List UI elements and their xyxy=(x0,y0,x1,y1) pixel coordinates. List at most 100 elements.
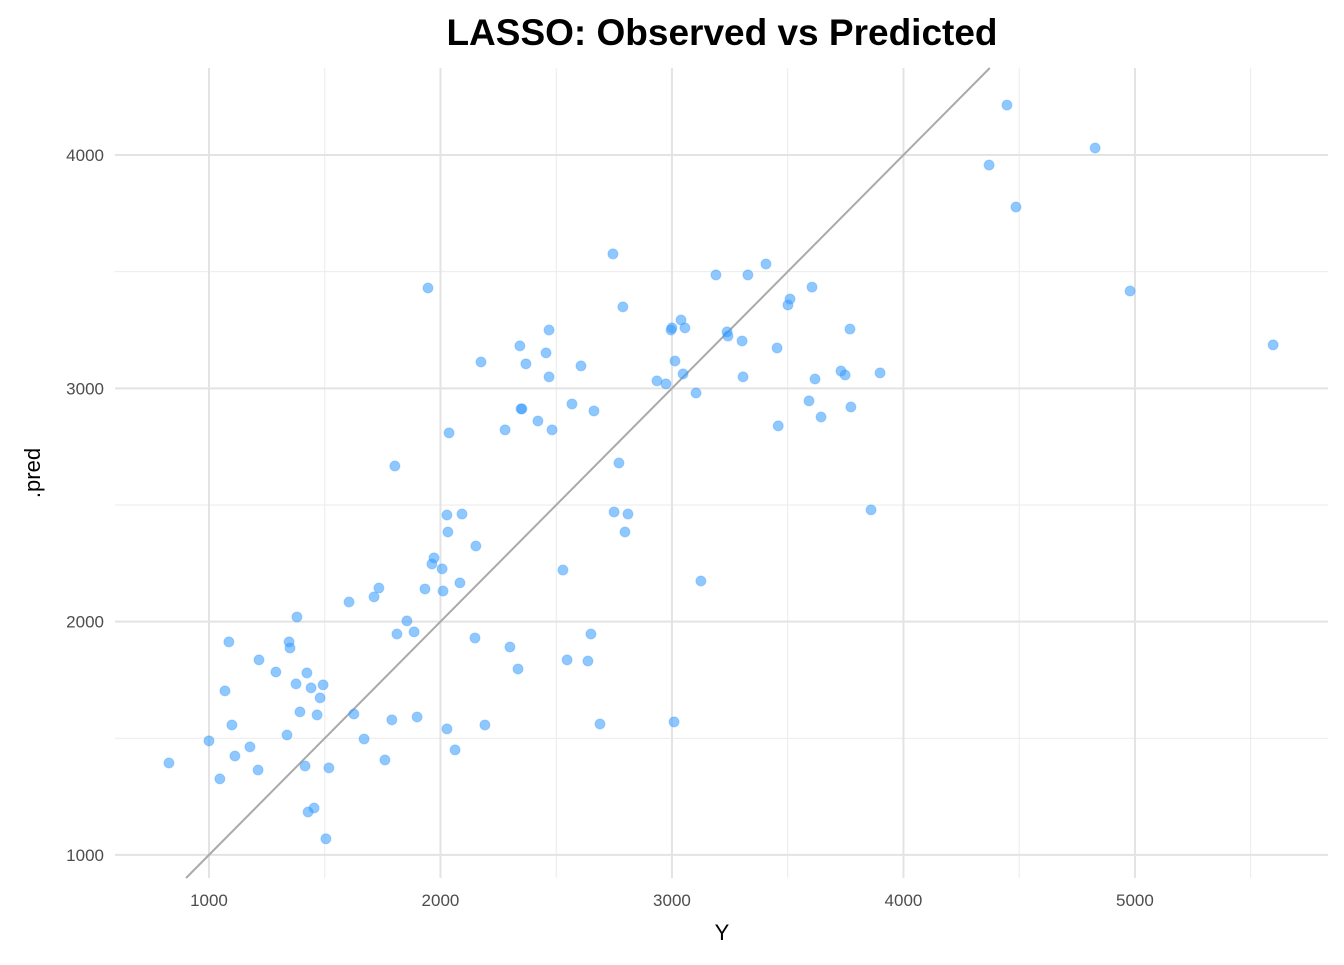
data-point xyxy=(219,685,231,697)
data-point xyxy=(456,508,468,520)
data-point xyxy=(386,714,398,726)
data-point xyxy=(1124,285,1136,297)
data-point xyxy=(311,709,323,721)
x-tick-label: 4000 xyxy=(885,891,923,910)
data-point xyxy=(983,159,995,171)
data-point xyxy=(845,401,857,413)
data-point xyxy=(695,575,707,587)
data-point xyxy=(803,395,815,407)
data-point xyxy=(1267,339,1279,351)
data-point xyxy=(608,506,620,518)
data-point xyxy=(742,269,754,281)
data-point xyxy=(619,526,631,538)
data-point xyxy=(546,424,558,436)
data-point xyxy=(865,504,877,516)
data-point xyxy=(613,457,625,469)
data-point xyxy=(722,330,734,342)
data-point xyxy=(771,342,783,354)
chart-title: LASSO: Observed vs Predicted xyxy=(446,12,997,53)
data-point xyxy=(651,375,663,387)
data-point xyxy=(617,301,629,313)
data-point xyxy=(815,411,827,423)
data-point xyxy=(454,577,466,589)
data-point xyxy=(844,323,856,335)
data-point xyxy=(401,615,413,627)
data-point xyxy=(806,281,818,293)
data-point xyxy=(408,626,420,638)
data-point xyxy=(253,654,265,666)
data-point xyxy=(710,269,722,281)
data-point xyxy=(575,360,587,372)
y-tick-label: 1000 xyxy=(66,846,104,865)
x-tick-label: 5000 xyxy=(1116,891,1154,910)
data-point xyxy=(588,405,600,417)
data-point xyxy=(229,750,241,762)
y-tick-labels: 1000 2000 3000 4000 xyxy=(66,146,104,865)
data-point xyxy=(411,711,423,723)
y-tick-label: 3000 xyxy=(66,379,104,398)
data-point xyxy=(305,682,317,694)
data-point xyxy=(543,371,555,383)
data-point xyxy=(379,754,391,766)
data-point xyxy=(203,735,215,747)
y-tick-label: 4000 xyxy=(66,146,104,165)
data-point xyxy=(348,708,360,720)
data-point xyxy=(622,508,634,520)
reference-line-group xyxy=(185,67,991,879)
data-point xyxy=(666,322,678,334)
x-tick-labels: 1000 2000 3000 4000 5000 xyxy=(190,891,1154,910)
data-point xyxy=(669,355,681,367)
data-point xyxy=(442,526,454,538)
data-point xyxy=(281,729,293,741)
x-tick-label: 2000 xyxy=(422,891,460,910)
data-point xyxy=(358,733,370,745)
data-point xyxy=(512,663,524,675)
data-point xyxy=(317,679,329,691)
data-point xyxy=(504,641,516,653)
y-axis-label: .pred xyxy=(20,448,45,498)
data-point xyxy=(1010,201,1022,213)
data-point xyxy=(290,678,302,690)
grid xyxy=(115,68,1328,878)
data-point xyxy=(291,611,303,623)
data-point xyxy=(784,293,796,305)
data-point xyxy=(760,258,772,270)
data-point xyxy=(284,642,296,654)
data-point xyxy=(320,833,332,845)
data-point xyxy=(585,628,597,640)
data-point xyxy=(772,420,784,432)
data-point xyxy=(516,403,528,415)
data-point xyxy=(1001,99,1013,111)
data-point xyxy=(223,636,235,648)
data-point xyxy=(690,387,702,399)
data-point xyxy=(391,628,403,640)
data-point xyxy=(677,368,689,380)
data-point xyxy=(244,741,256,753)
data-point xyxy=(294,706,306,718)
data-point xyxy=(874,367,886,379)
data-point xyxy=(389,460,401,472)
data-point xyxy=(214,773,226,785)
x-axis-label: Y xyxy=(715,920,730,945)
data-point xyxy=(368,591,380,603)
data-point xyxy=(308,802,320,814)
data-point xyxy=(428,552,440,564)
data-point xyxy=(301,667,313,679)
data-point xyxy=(520,358,532,370)
data-point xyxy=(668,716,680,728)
data-point xyxy=(499,424,511,436)
data-point xyxy=(270,666,282,678)
data-point xyxy=(441,723,453,735)
data-point xyxy=(540,347,552,359)
data-point xyxy=(443,427,455,439)
data-point xyxy=(660,378,672,390)
x-tick-label: 3000 xyxy=(653,891,691,910)
data-point xyxy=(226,719,238,731)
y-tick-label: 2000 xyxy=(66,613,104,632)
data-point xyxy=(679,322,691,334)
data-point xyxy=(557,564,569,576)
data-point xyxy=(566,398,578,410)
data-point xyxy=(163,757,175,769)
data-point xyxy=(299,760,311,772)
data-point xyxy=(373,582,385,594)
